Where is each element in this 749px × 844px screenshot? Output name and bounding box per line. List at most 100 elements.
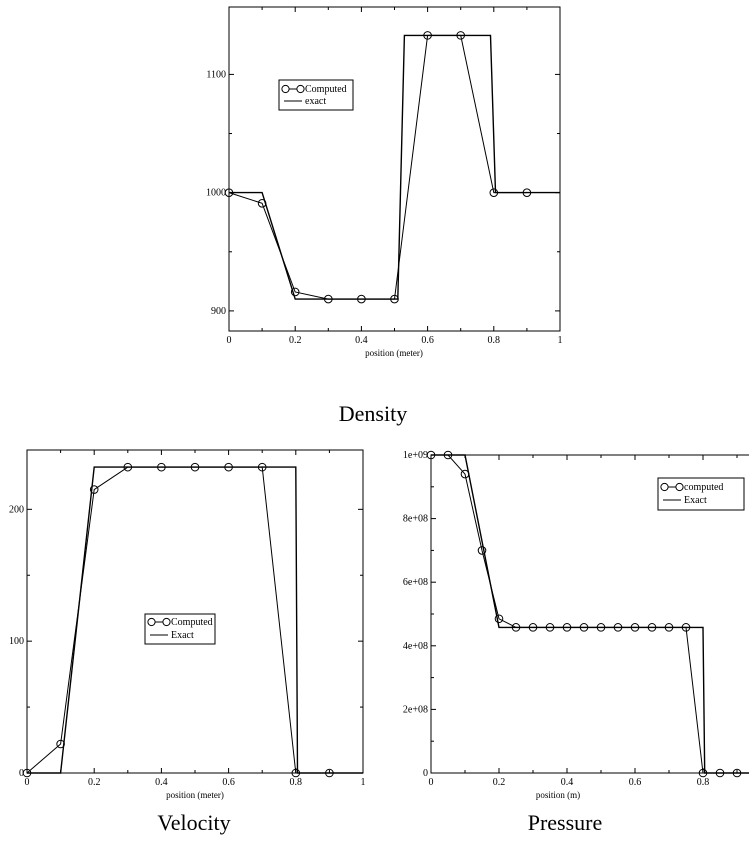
velocity-x-axis-label: position (meter) xyxy=(166,790,224,800)
pressure-series-computed-point-9 xyxy=(579,623,589,632)
velocity-x-tick-label-3: 0.6 xyxy=(222,777,235,788)
pressure-series-computed-point-4 xyxy=(494,614,504,624)
pressure-series-computed-point-7 xyxy=(545,623,555,632)
pressure-y-ticks: 0 2e+08 4e+08 6e+08 8e+08 1e+09 xyxy=(403,450,436,779)
velocity-series-computed-point-2 xyxy=(89,485,99,494)
density-series-computed-point-2 xyxy=(290,287,300,297)
density-series-computed-point-0 xyxy=(224,188,234,197)
pressure-y-tick-label-2: 4e+08 xyxy=(403,641,428,652)
density-y-tick-label-1: 1000 xyxy=(206,188,226,199)
velocity-legend-computed-label: Computed xyxy=(171,617,213,628)
pressure-legend-computed-label: computed xyxy=(684,482,723,493)
pressure-x-tick-label-2: 0.4 xyxy=(561,777,574,788)
pressure-series-computed-point-10 xyxy=(596,623,606,632)
density-series-computed-point-9 xyxy=(522,188,532,197)
pressure-legend: computed Exact xyxy=(657,477,745,511)
density-y-tick-label-0: 900 xyxy=(211,306,226,317)
pressure-x-tick-label-3: 0.6 xyxy=(629,777,642,788)
velocity-caption: Velocity xyxy=(157,810,230,835)
density-x-tick-label-0: 0 xyxy=(227,335,232,346)
velocity-series-computed-point-7 xyxy=(257,462,267,472)
velocity-y-tick-label-1: 100 xyxy=(9,636,24,647)
pressure-series-computed-point-2 xyxy=(460,469,470,479)
density-plot-frame xyxy=(228,6,561,332)
density-caption: Density xyxy=(339,401,407,426)
velocity-series-computed-point-9 xyxy=(325,768,334,778)
density-series-computed-point-7 xyxy=(456,31,466,40)
pressure-x-axis-label: position (m) xyxy=(536,790,580,800)
velocity-lines xyxy=(26,466,363,774)
velocity-series-computed-point-1 xyxy=(56,739,65,749)
pressure-legend-box xyxy=(657,477,745,511)
pressure-series-computed-point-3 xyxy=(477,546,487,555)
density-y-tick-label-2: 1100 xyxy=(206,69,226,80)
pressure-series-computed-point-17 xyxy=(715,768,725,778)
density-x-ticks: 0 0.2 0.4 0.6 0.8 1 xyxy=(227,7,563,346)
density-series-computed-point-3 xyxy=(324,294,333,304)
velocity-x-tick-label-5: 1 xyxy=(361,777,366,788)
pressure-y-tick-label-5: 1e+09 xyxy=(403,450,428,461)
density-x-tick-label-2: 0.4 xyxy=(355,335,368,346)
density-x-tick-label-1: 0.2 xyxy=(289,335,302,346)
pressure-legend-exact-label: Exact xyxy=(684,495,707,506)
velocity-x-tick-label-2: 0.4 xyxy=(155,777,168,788)
pressure-legend-computed-marker-b xyxy=(675,482,684,492)
pressure-y-tick-label-4: 8e+08 xyxy=(403,514,428,525)
density-x-tick-label-4: 0.8 xyxy=(488,335,501,346)
density-x-tick-label-5: 1 xyxy=(558,335,563,346)
density-legend-exact-label: exact xyxy=(305,96,326,107)
velocity-series-computed-point-3 xyxy=(123,462,133,472)
pressure-series-computed-point-13 xyxy=(647,623,657,632)
pressure-x-ticks: 00.20.40.60.81 xyxy=(429,455,738,788)
velocity-y-tick-label-2: 200 xyxy=(9,504,24,515)
velocity-legend-computed-marker-b xyxy=(162,617,171,627)
velocity-legend-exact-label: Exact xyxy=(171,630,194,641)
velocity-series-computed-point-5 xyxy=(190,462,200,472)
velocity-markers xyxy=(22,462,334,778)
pressure-x-tick-label-0: 0 xyxy=(429,777,434,788)
pressure-markers xyxy=(426,450,742,778)
density-legend-computed-label: Computed xyxy=(305,84,347,95)
velocity-legend: Computed Exact xyxy=(144,613,216,645)
pressure-series-computed-point-0 xyxy=(426,450,436,460)
pressure-chart: 00.20.40.60.81 02e+084e+086e+088e+081e+0… xyxy=(403,450,749,800)
density-series-computed-point-1 xyxy=(257,198,267,208)
pressure-x-tick-label-1: 0.2 xyxy=(493,777,506,788)
density-legend-computed-marker-b xyxy=(296,84,305,94)
density-series-computed-line xyxy=(228,34,527,300)
density-legend: Computed exact xyxy=(278,79,354,111)
pressure-series-computed-point-11 xyxy=(613,623,623,632)
velocity-legend-computed-marker-a xyxy=(147,617,156,627)
velocity-series-exact-line xyxy=(27,466,363,774)
density-series-computed-point-5 xyxy=(390,294,399,304)
density-markers xyxy=(224,31,532,304)
pressure-series-computed-point-16 xyxy=(698,768,708,778)
density-series-exact-line xyxy=(229,34,560,300)
pressure-x-tick-label-4: 0.8 xyxy=(697,777,710,788)
velocity-series-computed-point-4 xyxy=(157,462,166,472)
density-series-computed-point-4 xyxy=(357,294,366,304)
pressure-series-computed-point-6 xyxy=(528,623,538,632)
pressure-caption: Pressure xyxy=(528,810,603,835)
pressure-y-tick-label-1: 2e+08 xyxy=(403,704,428,715)
pressure-series-computed-point-8 xyxy=(562,623,572,632)
velocity-series-computed-point-6 xyxy=(224,462,233,472)
pressure-legend-computed-marker-a xyxy=(660,482,669,492)
pressure-series-computed-point-12 xyxy=(630,623,640,632)
pressure-series-computed-point-5 xyxy=(511,623,521,632)
pressure-series-computed-point-18 xyxy=(732,768,742,778)
velocity-plot-frame xyxy=(26,449,364,774)
velocity-x-tick-label-0: 0 xyxy=(25,777,30,788)
density-chart: 0 0.2 0.4 0.6 0.8 1 900 1000 1100 position (met… xyxy=(206,6,563,358)
pressure-series-computed-point-15 xyxy=(681,623,691,632)
pressure-y-tick-label-0: 0 xyxy=(423,768,428,779)
velocity-x-tick-label-4: 0.8 xyxy=(290,777,303,788)
velocity-y-ticks: 0 100 200 xyxy=(9,504,363,779)
velocity-series-computed-point-0 xyxy=(22,768,32,778)
density-series-computed-point-6 xyxy=(423,31,432,40)
velocity-y-tick-label-0: 0 xyxy=(19,768,24,779)
pressure-y-tick-label-3: 6e+08 xyxy=(403,577,428,588)
density-series-computed-point-8 xyxy=(489,188,499,197)
